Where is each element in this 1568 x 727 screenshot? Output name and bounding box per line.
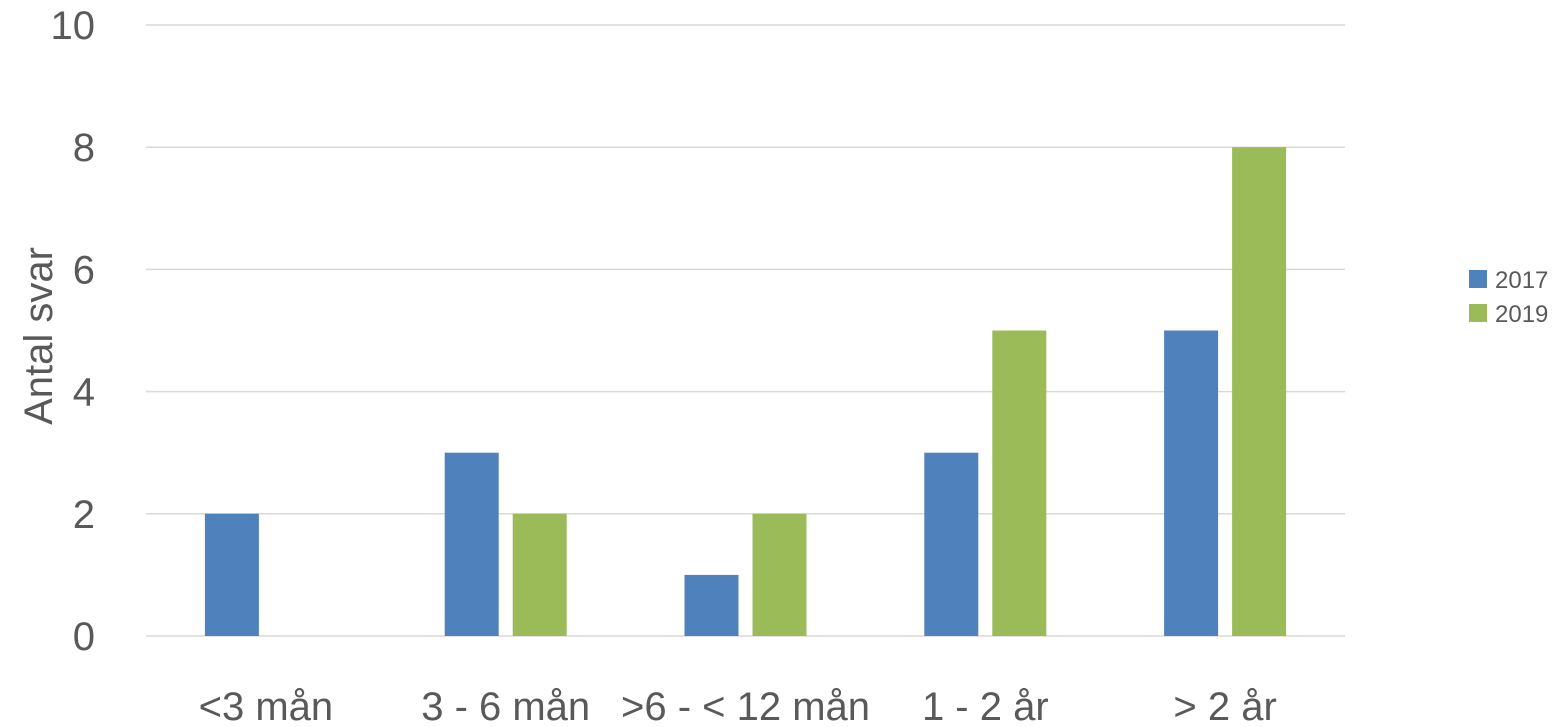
legend-label-2019: 2019	[1495, 301, 1548, 328]
y-tick-label: 2	[73, 493, 95, 537]
legend: 2017 2019	[1469, 267, 1548, 328]
y-tick-label: 6	[73, 248, 95, 292]
x-tick-label: >6 - < 12 mån	[621, 685, 870, 727]
y-tick-label: 10	[51, 4, 96, 48]
legend-swatch-2019	[1469, 304, 1487, 322]
y-tick-label: 8	[73, 126, 95, 170]
bar-2017-2	[684, 574, 739, 636]
y-tick-label: 0	[73, 615, 95, 659]
bar-2019-2	[752, 513, 807, 636]
legend-swatch-2017	[1469, 270, 1487, 288]
legend-label-2017: 2017	[1495, 267, 1548, 294]
bar-2017-0	[204, 513, 259, 636]
gridlines	[146, 24, 1345, 637]
x-tick-label: <3 mån	[199, 685, 334, 727]
y-axis-title: Antal svar	[17, 247, 61, 425]
y-axis-ticks: 0 2 4 6 8 10	[51, 4, 96, 659]
x-tick-label: > 2 år	[1173, 685, 1276, 727]
bar-2019-1	[512, 513, 567, 636]
x-tick-label: 3 - 6 mån	[421, 685, 590, 727]
bars	[204, 147, 1287, 636]
x-axis-ticks: <3 mån 3 - 6 mån >6 - < 12 mån 1 - 2 år > 2 …	[199, 685, 1277, 727]
y-tick-label: 4	[73, 371, 95, 415]
bar-2017-3	[924, 452, 979, 636]
bar-2019-4	[1232, 147, 1287, 636]
bar-2017-4	[1164, 330, 1219, 636]
bar-2019-3	[992, 330, 1047, 636]
x-tick-label: 1 - 2 år	[922, 685, 1049, 727]
bar-2017-1	[444, 452, 499, 636]
